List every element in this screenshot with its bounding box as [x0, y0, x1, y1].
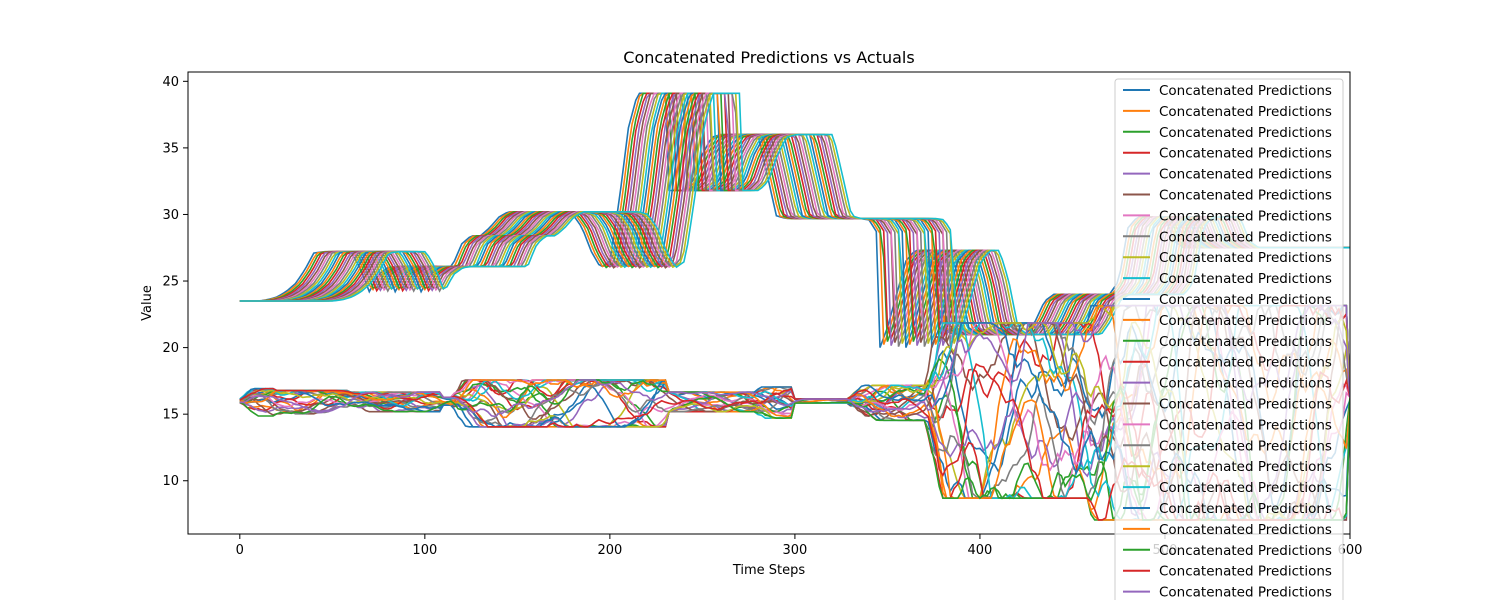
- legend-entry-label: Concatenated Predictions: [1159, 208, 1332, 224]
- y-axis-label: Value: [140, 285, 155, 321]
- legend: Concatenated Predictions Concatenated Pre…: [1114, 78, 1344, 600]
- x-axis-label: Time Steps: [732, 563, 806, 578]
- legend-entry-label: Concatenated Predictions: [1159, 543, 1332, 559]
- legend-entry-label: Concatenated Predictions: [1159, 438, 1332, 454]
- legend-box: [1114, 78, 1344, 600]
- plot-frame: [187, 71, 1351, 535]
- legend-entry-label: Concatenated Predictions: [1159, 229, 1332, 245]
- legend-entry-label: Concatenated Predictions: [1159, 417, 1332, 433]
- legend-entry-label: Concatenated Predictions: [1159, 480, 1332, 496]
- legend-entry-label: Concatenated Predictions: [1159, 188, 1332, 204]
- legend-entry-label: Concatenated Predictions: [1159, 125, 1332, 141]
- y-tick-label: 20: [162, 341, 179, 356]
- legend-entry-label: Concatenated Predictions: [1159, 83, 1332, 99]
- x-tick-label: 100: [412, 543, 437, 558]
- legend-entry-label: Concatenated Predictions: [1159, 313, 1332, 329]
- legend-entry-label: Concatenated Predictions: [1159, 250, 1332, 266]
- y-axis: 10 15 20 25 30 35 40: [162, 75, 188, 489]
- legend-entry-label: Concatenated Predictions: [1159, 167, 1332, 183]
- legend-entry-label: Concatenated Predictions: [1159, 292, 1332, 308]
- legend-entry-label: Concatenated Predictions: [1159, 564, 1332, 580]
- y-tick-label: 25: [162, 275, 179, 290]
- legend-entry-label: Concatenated Predictions: [1159, 397, 1332, 413]
- legend-entry-label: Concatenated Predictions: [1159, 585, 1332, 600]
- legend-entry-label: Concatenated Predictions: [1159, 355, 1332, 371]
- legend-entry-label: Concatenated Predictions: [1159, 376, 1332, 392]
- legend-entry-label: Concatenated Predictions: [1159, 501, 1332, 517]
- y-tick-label: 35: [162, 141, 179, 156]
- legend-entry-label: Concatenated Predictions: [1159, 104, 1332, 120]
- y-tick-label: 40: [162, 75, 179, 90]
- y-tick-label: 15: [162, 408, 179, 423]
- x-tick-label: 400: [968, 543, 993, 558]
- y-tick-label: 10: [162, 474, 179, 489]
- legend-entry-label: Concatenated Predictions: [1159, 459, 1332, 475]
- x-tick-label: 300: [782, 543, 807, 558]
- x-tick-label: 200: [597, 543, 622, 558]
- legend-entry-label: Concatenated Predictions: [1159, 334, 1332, 350]
- x-tick-label: 600: [1338, 543, 1363, 558]
- legend-entry-label: Concatenated Predictions: [1159, 271, 1332, 287]
- chart-title: Concatenated Predictions vs Actuals: [623, 48, 914, 67]
- y-tick-label: 30: [162, 208, 179, 223]
- legend-entry-label: Concatenated Predictions: [1159, 146, 1332, 162]
- x-tick-label: 0: [236, 543, 244, 558]
- legend-entry-label: Concatenated Predictions: [1159, 522, 1332, 538]
